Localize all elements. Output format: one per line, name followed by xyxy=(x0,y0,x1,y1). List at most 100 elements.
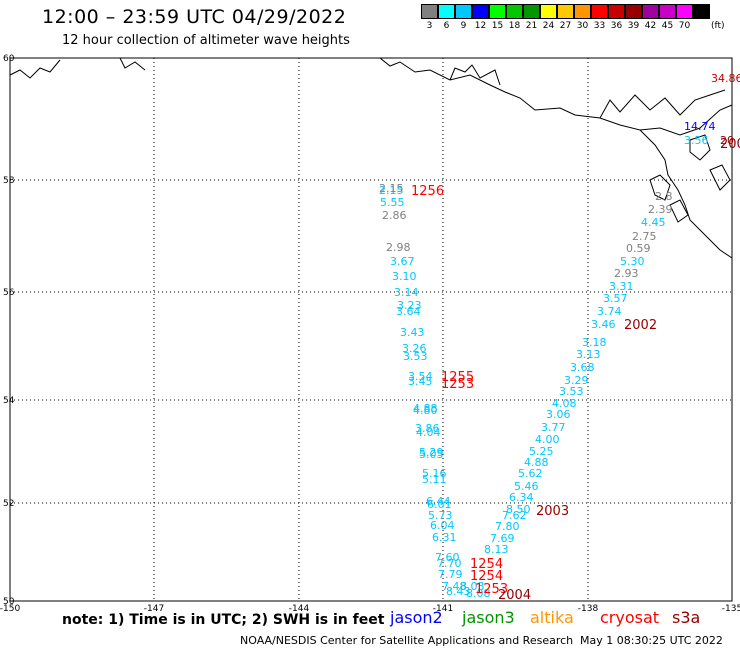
legend-swatch xyxy=(438,4,455,19)
wave-height-label: 5.05 xyxy=(419,448,444,461)
wave-height-label: 3.14 xyxy=(394,286,419,299)
satellite-name: jason3 xyxy=(462,608,515,627)
legend-swatch xyxy=(659,4,676,19)
legend-swatch xyxy=(540,4,557,19)
wave-height-label: 4.04 xyxy=(416,426,441,439)
legend-tick-label: 21 xyxy=(525,21,538,31)
wave-height-label: 3.56 xyxy=(684,134,709,147)
pass-time-label: 2003 xyxy=(536,504,569,519)
pass-times: 1256125512531254125412532002200320042002 xyxy=(411,137,740,603)
wave-height-label: 20 xyxy=(720,134,734,147)
map-title: 12:00 – 23:59 UTC 04/29/2022 xyxy=(42,6,347,28)
latitude-label: 54 xyxy=(3,396,15,406)
legend-swatch xyxy=(523,4,540,19)
pass-time-label: 1253 xyxy=(441,377,474,392)
legend-tick-label: 15 xyxy=(491,21,504,31)
legend-swatch xyxy=(472,4,489,19)
wave-height-label: 3.06 xyxy=(546,408,571,421)
wave-height-label: 3.53 xyxy=(403,350,428,363)
wave-height-label: 8.08 xyxy=(466,587,491,600)
wave-height-label: 3.43 xyxy=(400,326,425,339)
legend-swatch xyxy=(608,4,625,19)
wave-height-label: 6.44 xyxy=(426,495,451,508)
longitude-label: -144 xyxy=(289,604,310,614)
wave-height-label: 3.74 xyxy=(597,305,622,318)
wave-height-label: 4.00 xyxy=(535,433,560,446)
wave-height-label: 3.67 xyxy=(390,255,415,268)
legend-tick-label: 45 xyxy=(661,21,674,31)
wave-height-label: 7.60 xyxy=(435,551,460,564)
legend-tick-label: 18 xyxy=(508,21,521,31)
wave-height-label: 34.86 xyxy=(711,72,740,85)
map-subtitle: 12 hour collection of altimeter wave hei… xyxy=(62,33,350,48)
legend-swatch xyxy=(506,4,523,19)
wave-height-label: 3.68 xyxy=(570,361,595,374)
legend-tick-label: 12 xyxy=(474,21,487,31)
legend-swatch xyxy=(455,4,472,19)
wave-height-label: 5.46 xyxy=(514,480,539,493)
wave-height-label: 2.15 xyxy=(379,182,404,195)
wave-height-label: 2.75 xyxy=(632,230,657,243)
wave-height-label: 8.03 xyxy=(460,580,485,593)
legend-swatch xyxy=(574,4,591,19)
legend-swatch xyxy=(591,4,608,19)
wave-height-label: 2.8 xyxy=(655,190,673,203)
satellite-name: cryosat xyxy=(600,608,660,627)
longitude-label: -150 xyxy=(0,604,20,614)
longitude-labels: -150 -147 -144 -141 -138 -135 xyxy=(0,604,740,614)
wave-height-label: 4.88 xyxy=(524,456,549,469)
legend-tick-label: 9 xyxy=(460,21,467,31)
legend-swatch xyxy=(489,4,506,19)
wave-height-label: 7.62 xyxy=(502,509,527,522)
wave-height-label: 7.79 xyxy=(438,568,463,581)
wave-height-label: 3.45 xyxy=(408,375,433,388)
wave-height-label: 5.62 xyxy=(518,467,543,480)
wave-height-label: 3.23 xyxy=(397,299,422,312)
graticule xyxy=(10,58,732,601)
wave-height-label: 3.29 xyxy=(564,374,589,387)
wave-height-label: 4.88 xyxy=(413,402,438,415)
left-coastline xyxy=(9,57,146,79)
wave-height-values: 2.152.155.552.862.983.673.103.143.233.64… xyxy=(379,72,740,600)
legend-tick-label: 27 xyxy=(559,21,572,31)
longitude-label: -138 xyxy=(578,604,599,614)
wave-height-label: 6.34 xyxy=(509,491,534,504)
pass-time-label: 2002 xyxy=(720,137,740,152)
legend-swatch xyxy=(642,4,659,19)
credit-text: NOAA/NESDIS Center for Satellite Applica… xyxy=(240,634,574,647)
legend-labels: 3 6 9 12 15 18 21 24 27 30 33 36 39 42 45 70 xyxy=(421,21,693,31)
legend-tick-label: 33 xyxy=(593,21,606,31)
longitude-label: -135 xyxy=(722,604,740,614)
legend-tick-label: 30 xyxy=(576,21,589,31)
wave-height-label: 14.74 xyxy=(684,120,716,133)
wave-height-label: 2.93 xyxy=(614,267,639,280)
wave-height-label: 5.73 xyxy=(428,509,453,522)
map-frame xyxy=(9,57,733,602)
wave-height-label: 2.39 xyxy=(648,203,673,216)
legend-tick-label: 42 xyxy=(644,21,657,31)
wave-height-label: 3.64 xyxy=(396,305,421,318)
legend-tick-label: 24 xyxy=(542,21,555,31)
wave-height-label: 6.04 xyxy=(430,519,455,532)
wave-height-label: 5.16 xyxy=(422,467,447,480)
longitude-label: -147 xyxy=(144,604,164,614)
color-legend xyxy=(421,4,710,19)
footnote: note: 1) Time is in UTC; 2) SWH is in fe… xyxy=(62,612,385,628)
legend-unit: (ft) xyxy=(711,21,725,31)
coastline xyxy=(379,57,733,136)
wave-height-label: 3.86 xyxy=(415,422,440,435)
wave-height-label: 6.31 xyxy=(432,531,457,544)
wave-height-label: 3.10 xyxy=(392,270,417,283)
satellite-name: jason2 xyxy=(390,608,443,627)
wave-height-label: 5.25 xyxy=(529,445,554,458)
wave-height-label: 2.86 xyxy=(382,209,407,222)
pass-time-label: 1253 xyxy=(475,582,508,597)
latitude-label: 50 xyxy=(3,597,15,607)
pass-time-label: 1254 xyxy=(470,569,503,584)
legend-swatch xyxy=(625,4,642,19)
pass-time-label: 1255 xyxy=(441,370,474,385)
wave-height-label: 5.55 xyxy=(380,196,405,209)
wave-height-label: 5.29 xyxy=(419,446,444,459)
wave-height-label: 8.13 xyxy=(484,543,509,556)
